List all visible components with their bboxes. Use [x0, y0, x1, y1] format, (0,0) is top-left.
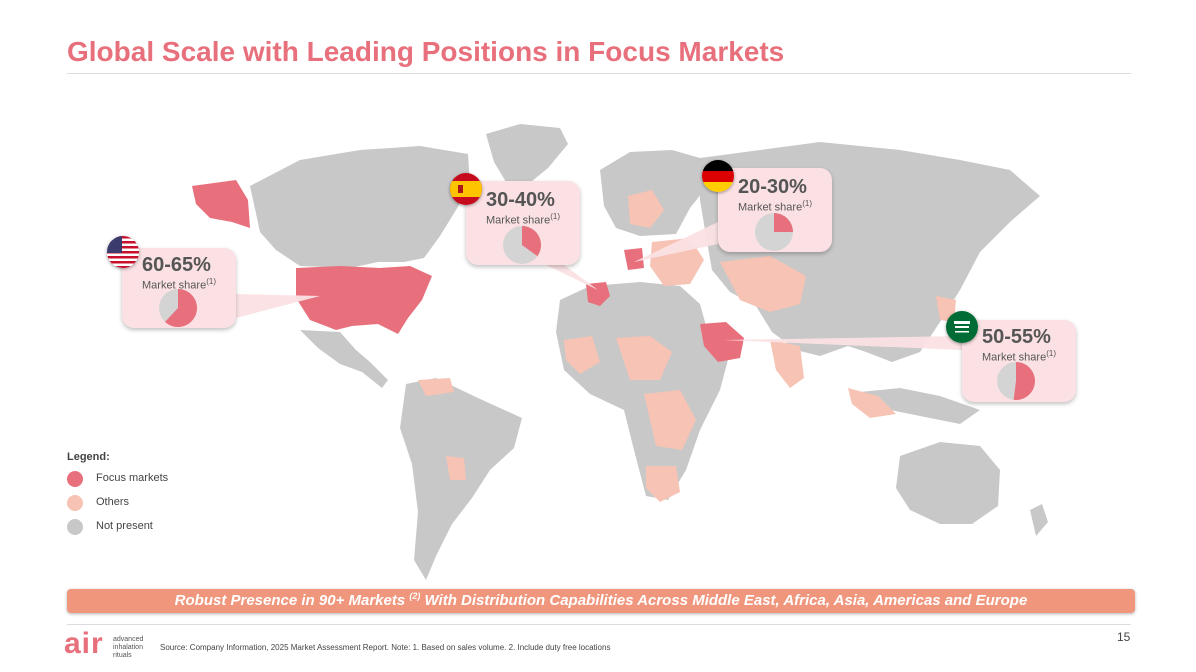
- legend-label: Not present: [96, 520, 153, 532]
- footer-divider: [67, 624, 1131, 625]
- others-swatch: [67, 495, 83, 511]
- title-divider: [67, 73, 1131, 74]
- not-present-swatch: [67, 519, 83, 535]
- saudi-share-pie: [997, 362, 1036, 400]
- usa-share-value: 60-65%: [142, 254, 211, 276]
- spain-share-pie: [503, 226, 542, 264]
- spain-share-label: Market share(1): [486, 212, 560, 227]
- germany-pie-slice: [774, 213, 793, 232]
- source-note: Source: Company Information, 2025 Market…: [160, 643, 611, 652]
- germany-share-pie: [755, 213, 793, 251]
- us-flag-icon: [107, 236, 139, 268]
- logo-wordmark: advanced inhalation rituals: [113, 636, 144, 659]
- spain-share-value: 30-40%: [486, 189, 555, 211]
- callout-saudi-arabia: 50-55% Market share(1): [962, 320, 1076, 402]
- spain-flag-icon: [450, 173, 482, 205]
- usa-share-pie: [159, 289, 197, 327]
- germany-share-value: 20-30%: [738, 176, 807, 198]
- presence-banner: Robust Presence in 90+ Markets (2) With …: [67, 589, 1135, 613]
- saudi-share-label: Market share(1): [982, 349, 1056, 364]
- legend-label: Others: [96, 496, 130, 508]
- focus-markets-swatch: [67, 471, 83, 487]
- callout-germany: 20-30% Market share(1): [718, 168, 832, 252]
- logo-mark: air: [64, 627, 104, 660]
- germany-flag-icon: [702, 160, 734, 192]
- company-logo: air advanced inhalation rituals: [64, 627, 154, 661]
- saudi-pie-slice: [1013, 362, 1036, 400]
- callout-spain: 30-40% Market share(1): [466, 181, 580, 265]
- callout-usa: 60-65% Market share(1): [122, 248, 236, 328]
- germany-share-label: Market share(1): [738, 199, 812, 214]
- saudi-arabia-flag-icon: [946, 311, 978, 343]
- spain-pie-slice: [522, 226, 542, 257]
- legend-label: Focus markets: [96, 472, 169, 484]
- saudi-share-value: 50-55%: [982, 326, 1051, 348]
- usa-pie-slice: [164, 289, 197, 327]
- usa-share-label: Market share(1): [142, 277, 216, 292]
- page-number: 15: [1117, 630, 1131, 644]
- legend-title: Legend:: [67, 451, 110, 463]
- page-title: Global Scale with Leading Positions in F…: [67, 36, 785, 67]
